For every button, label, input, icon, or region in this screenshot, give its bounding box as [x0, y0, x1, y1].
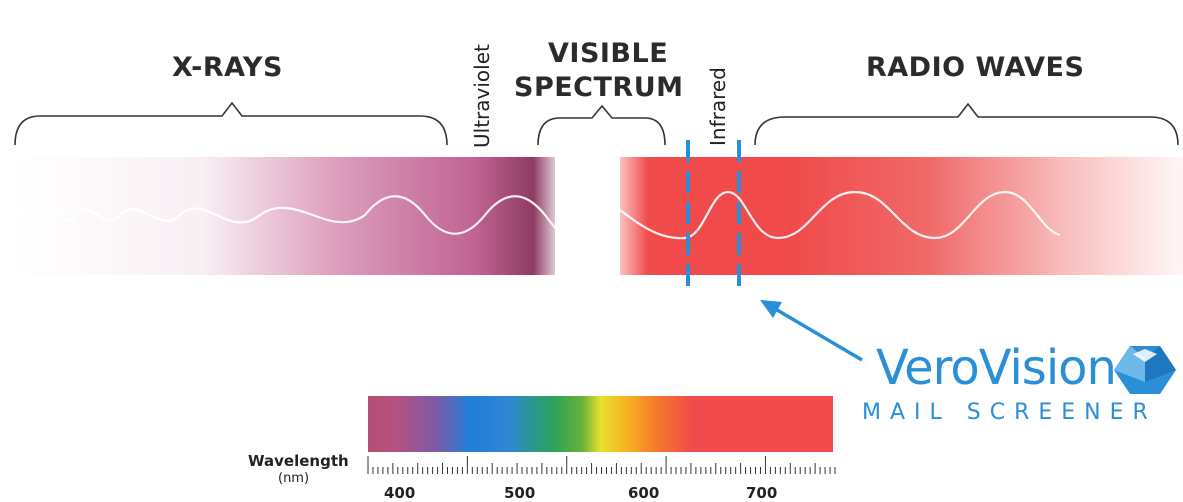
xrays-heading: X-RAYS: [172, 52, 283, 83]
brand-name: VeroVision: [876, 340, 1117, 396]
brand-tagline: MAIL SCREENER: [862, 400, 1157, 425]
radio-waves-heading: RADIO WAVES: [866, 52, 1085, 83]
visible-spectrum-bar: [368, 396, 833, 452]
tick-label-500: 500: [504, 484, 536, 502]
tick-label-600: 600: [628, 484, 660, 502]
pointer-arrow-head: [760, 300, 782, 318]
pointer-arrow-line: [771, 305, 863, 362]
visible-heading-line2: SPECTRUM: [514, 72, 684, 103]
xrays-brace: [14, 101, 448, 146]
verovision-logo-icon: [1114, 346, 1176, 394]
brace-lines: [14, 101, 1179, 146]
tick-label-400: 400: [384, 484, 416, 502]
infrared-wave: [619, 190, 1061, 240]
visible-heading-line1: VISIBLE: [548, 38, 669, 69]
wavelength-unit: (nm): [278, 471, 310, 486]
tick-label-700: 700: [746, 484, 778, 502]
radio-brace: [754, 102, 1179, 146]
xray-band: [15, 157, 555, 275]
wavelength-label: Wavelength: [248, 452, 349, 470]
xray-wave: [14, 195, 571, 240]
visible-brace: [537, 104, 666, 146]
infrared-band: [620, 157, 1183, 275]
